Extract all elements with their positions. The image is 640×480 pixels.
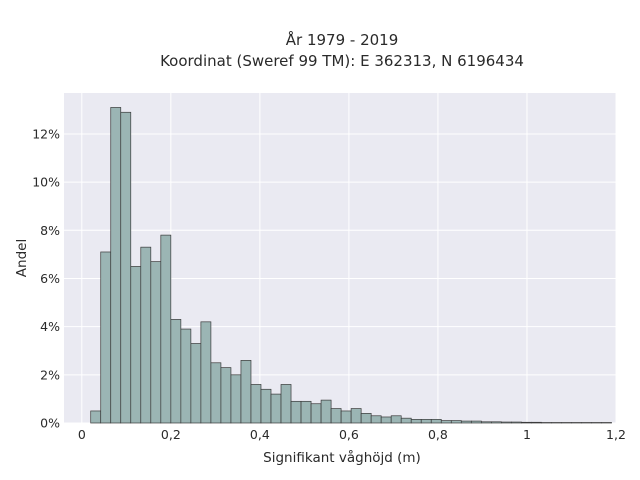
histogram-bar xyxy=(190,343,202,424)
x-axis-label: Signifikant våghöjd (m) xyxy=(263,449,421,466)
histogram-bar xyxy=(470,420,482,424)
x-tick-label: 0,2 xyxy=(161,427,181,442)
chart-title: År 1979 - 2019 xyxy=(286,30,399,49)
histogram-bar xyxy=(260,388,272,424)
y-tick-label: 10% xyxy=(32,175,60,190)
histogram-bar xyxy=(340,410,352,424)
histogram-bar xyxy=(350,408,362,424)
histogram-bar xyxy=(400,417,412,424)
histogram-bar xyxy=(460,420,472,424)
histogram-bar xyxy=(410,419,422,424)
histogram-bar xyxy=(280,384,292,424)
histogram-bar xyxy=(370,415,382,424)
x-tick-label: 0,4 xyxy=(250,427,270,442)
histogram-bar xyxy=(200,321,212,424)
histogram-bar xyxy=(90,410,102,424)
histogram-bar xyxy=(480,421,492,424)
x-tick-label: 1 xyxy=(523,427,531,442)
y-tick-label: 0% xyxy=(40,416,60,431)
bars xyxy=(90,107,612,424)
histogram-bar xyxy=(390,415,402,424)
histogram-bar xyxy=(120,111,132,424)
histogram-bar xyxy=(150,261,162,424)
histogram-bar xyxy=(310,403,322,424)
histogram-bar xyxy=(420,419,432,424)
histogram-bar xyxy=(430,419,442,424)
histogram-bar xyxy=(130,266,142,424)
x-tick-label: 1,2 xyxy=(606,427,626,442)
x-axis-ticks: 0 0,2 0,4 0,6 0,8 1 1,2 xyxy=(78,427,626,442)
x-tick-label: 0,8 xyxy=(428,427,448,442)
histogram-bar xyxy=(330,408,342,424)
histogram-bar xyxy=(491,421,502,424)
histogram-bar xyxy=(240,360,252,424)
histogram-bar xyxy=(300,400,312,424)
histogram-bar xyxy=(160,234,172,424)
histogram-bar xyxy=(501,421,512,424)
histogram-bar xyxy=(380,416,392,424)
x-tick-label: 0,6 xyxy=(339,427,359,442)
histogram-bar xyxy=(220,367,232,424)
x-tick-label: 0 xyxy=(78,427,86,442)
histogram-bar xyxy=(521,421,532,424)
y-tick-label: 12% xyxy=(32,126,60,141)
y-axis-label: Andel xyxy=(14,239,30,277)
histogram-bar xyxy=(360,413,372,424)
chart-subtitle: Koordinat (Sweref 99 TM): E 362313, N 61… xyxy=(160,52,524,70)
histogram-bar xyxy=(450,420,462,424)
histogram-bar xyxy=(250,384,262,424)
histogram-bar xyxy=(511,421,522,424)
histogram-bar xyxy=(140,246,152,424)
histogram-bar xyxy=(531,421,542,424)
histogram-bar xyxy=(110,107,122,424)
histogram-bar xyxy=(270,393,282,424)
histogram-bar xyxy=(100,251,112,424)
histogram-bar xyxy=(180,328,192,424)
y-axis-ticks: 0% 2% 4% 6% 8% 10% 12% xyxy=(32,126,60,430)
y-tick-label: 2% xyxy=(40,367,60,382)
histogram-bar xyxy=(210,362,222,424)
histogram-bar xyxy=(320,399,332,424)
y-tick-label: 8% xyxy=(40,223,60,238)
y-tick-label: 6% xyxy=(40,271,60,286)
histogram-bar xyxy=(440,420,452,424)
histogram-bar xyxy=(230,374,242,424)
histogram-bar xyxy=(290,400,302,424)
y-tick-label: 4% xyxy=(40,319,60,334)
histogram-bar xyxy=(170,319,182,424)
